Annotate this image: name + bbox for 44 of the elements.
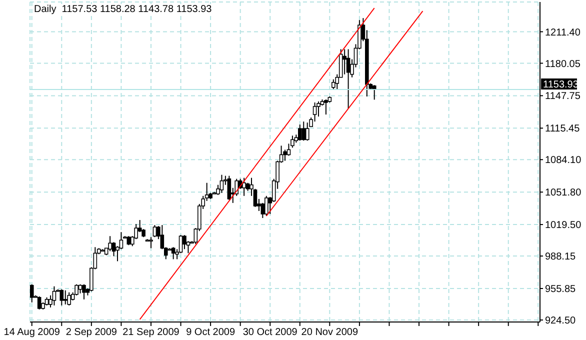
candlestick [63,290,68,305]
y-tick-label: 1180.05 [545,58,581,70]
candlestick [286,143,291,156]
candlestick [316,100,320,118]
y-tick-label: 1084.10 [545,155,582,166]
candlestick [149,236,153,249]
y-tick-label: 1211.40 [545,27,581,38]
candlestick [67,292,71,306]
candlestick [305,122,310,142]
candlestick [242,177,246,196]
candlestick [171,246,176,260]
candlestick [283,149,287,162]
candlestick [30,284,34,303]
candlestick [152,224,157,238]
candlestick [324,98,328,116]
y-tick-label: 1115.45 [545,124,580,135]
x-tick-label: 9 Oct 2009 [186,327,236,338]
candlestick [82,284,86,300]
y-tick-label: 1019.50 [545,220,582,232]
candlestick [220,174,224,194]
y-tick-label: 1147.75 [545,91,581,102]
candlestick [37,296,42,310]
candlestick [264,195,268,217]
y-tick-label: 1051.80 [545,188,582,199]
candlestick [332,78,336,90]
y-tick-label: 988.15 [545,252,576,263]
candlestick [126,236,131,246]
x-tick-label: 14 Aug 2009 [4,327,60,338]
x-tick-label: 2 Sep 2009 [66,327,118,338]
candlestick [182,234,186,250]
x-tick-label: 20 Nov 2009 [301,327,358,338]
x-tick-label: 30 Oct 2009 [242,327,298,338]
ref-line-label: 1153.93 [543,79,579,90]
chart-title: Daily 1157.53 1158.28 1143.78 1153.93 [34,4,212,15]
candlestick [346,48,350,109]
y-tick-label: 924.50 [545,316,576,327]
y-tick-label: 955.85 [545,284,576,296]
candlestick [227,175,232,200]
candlestick [52,286,56,306]
candlestick [302,121,306,142]
candlestick [298,124,302,142]
x-tick-label: 21 Sep 2009 [122,327,180,338]
candlestick [108,236,112,252]
candlestick [60,288,64,306]
